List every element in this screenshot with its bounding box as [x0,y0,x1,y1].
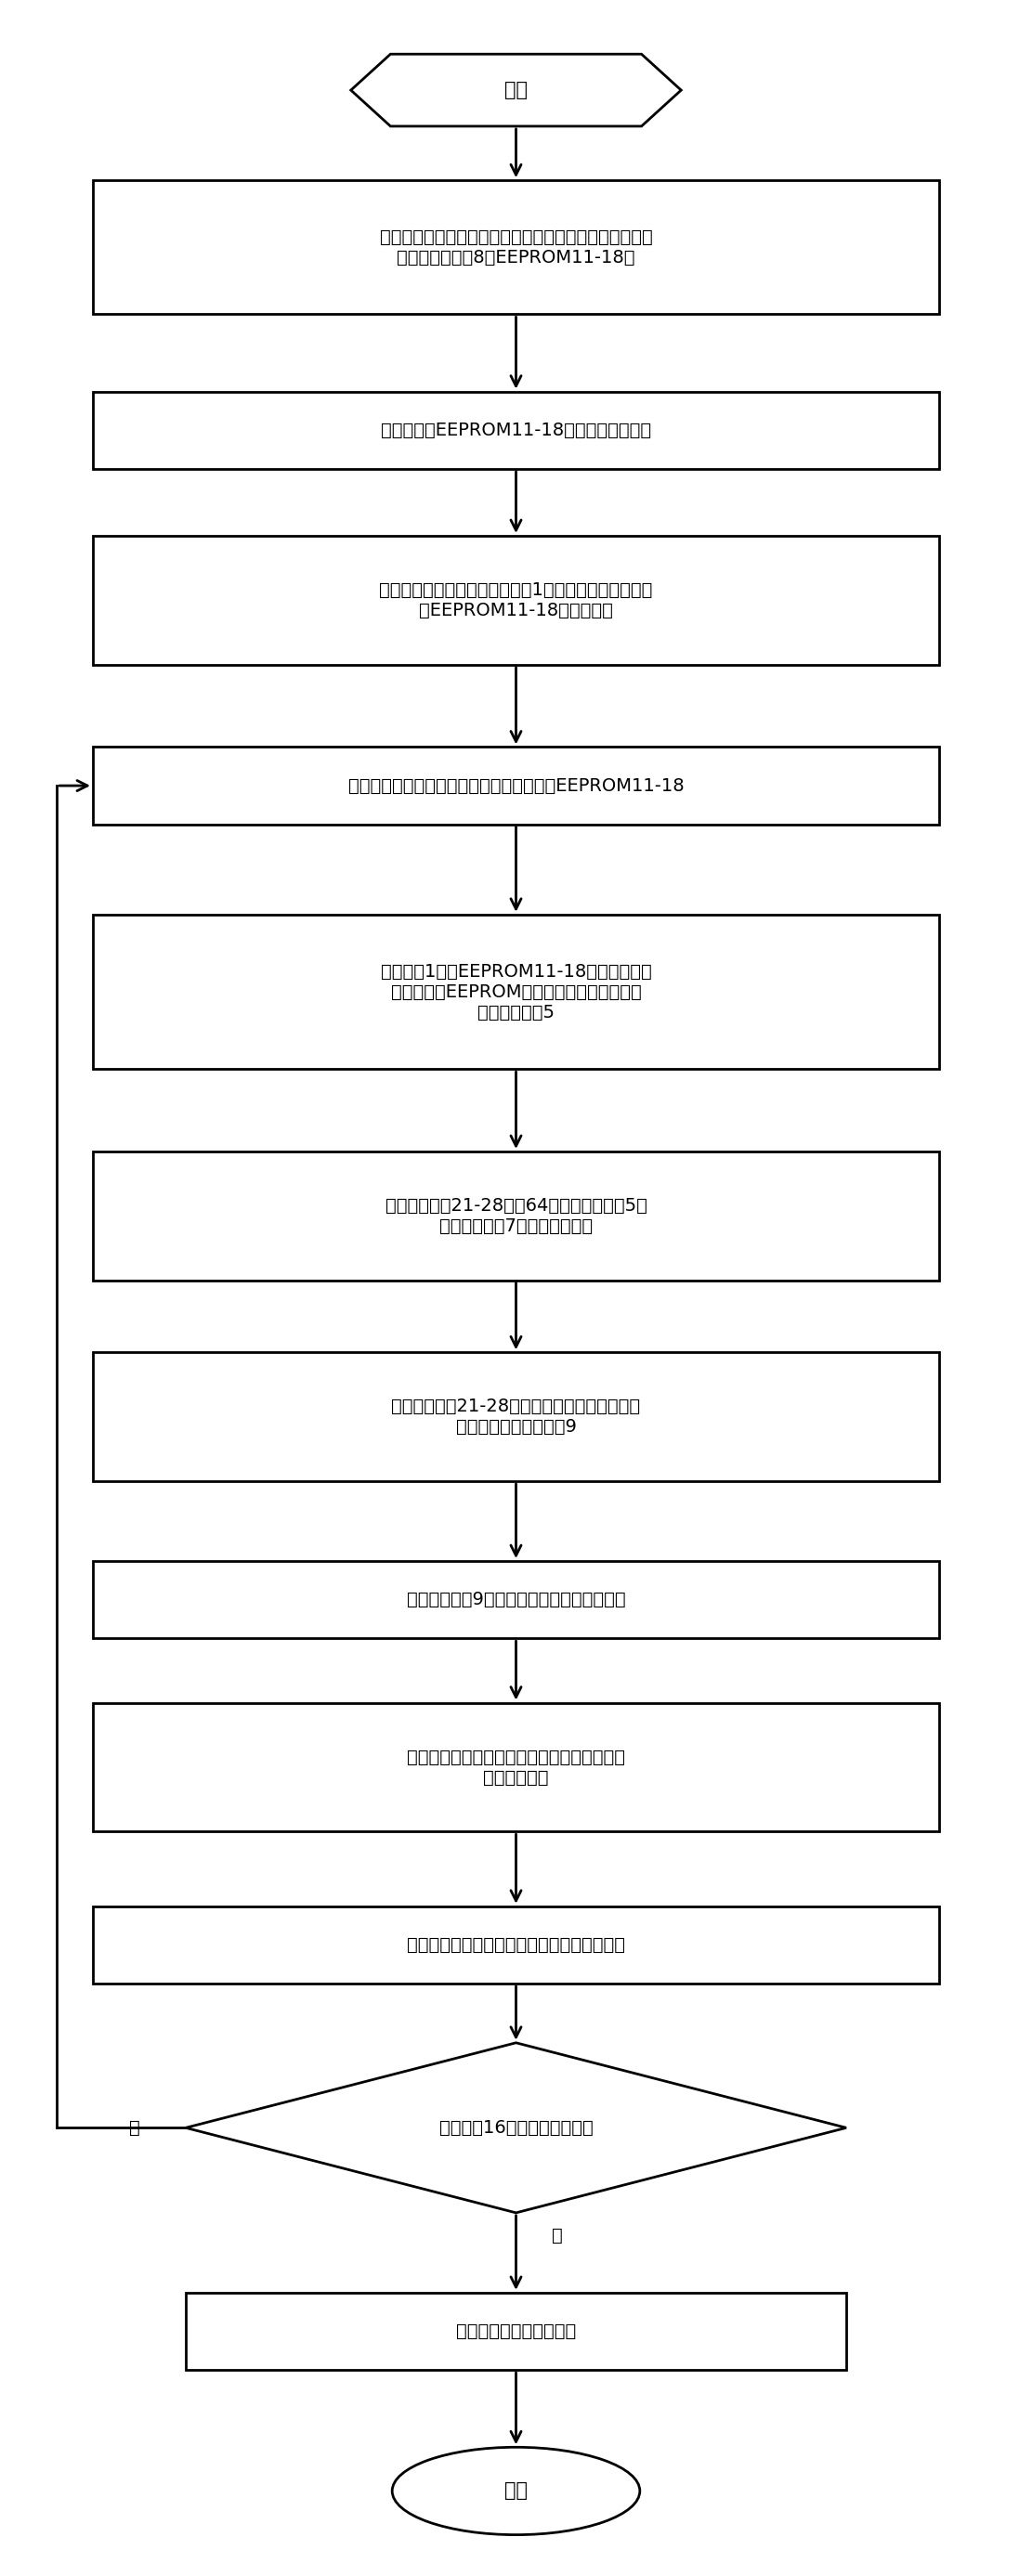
Text: 激励控制电路21-28对选通的激励信号进行驱动
后输出到激励线圈阵列9: 激励控制电路21-28对选通的激励信号进行驱动 后输出到激励线圈阵列9 [391,1399,641,1435]
Text: 由计算机1控制EEPROM11-18的输出控制信
号，使各片EEPROM同步输出对应激励方向的
激励控制信号5: 由计算机1控制EEPROM11-18的输出控制信 号，使各片EEPROM同步输出… [381,963,651,1020]
Text: 激励控制电路21-28根据64位激励控制信号5对
激励基准信号7进行选通控制；: 激励控制电路21-28根据64位激励控制信号5对 激励基准信号7进行选通控制； [385,1198,647,1234]
FancyBboxPatch shape [93,536,939,665]
FancyBboxPatch shape [93,180,939,314]
Text: 将当前激励方向控制信号的存储地址输出到EEPROM11-18: 将当前激励方向控制信号的存储地址输出到EEPROM11-18 [348,778,684,793]
FancyBboxPatch shape [93,1703,939,1832]
FancyBboxPatch shape [93,1352,939,1481]
Text: 激励控制信号的存储地址指向下一个激励方向: 激励控制信号的存储地址指向下一个激励方向 [407,1937,625,1953]
Text: 否: 否 [129,2120,139,2136]
FancyBboxPatch shape [186,2293,846,2370]
Text: 结束: 结束 [505,2481,527,2501]
Text: 激励线圈阵列9产生出对应激励方向的激励场: 激励线圈阵列9产生出对应激励方向的激励场 [407,1592,625,1607]
Polygon shape [351,54,681,126]
Text: 是否完成16个方向的旋转激励: 是否完成16个方向的旋转激励 [439,2120,593,2136]
FancyBboxPatch shape [93,392,939,469]
FancyBboxPatch shape [93,1906,939,1984]
FancyBboxPatch shape [93,747,939,824]
FancyBboxPatch shape [93,1561,939,1638]
Polygon shape [186,2043,846,2213]
Text: 开始: 开始 [505,80,527,100]
Text: 用通用编程器将电磁层析成像系统的多组激励矩阵信息的
二进制编码写入8片EEPROM11-18中: 用通用编程器将电磁层析成像系统的多组激励矩阵信息的 二进制编码写入8片EEPRO… [380,229,652,265]
FancyBboxPatch shape [93,1151,939,1280]
Text: 选择存储在EEPROM11-18中的一种激励模式: 选择存储在EEPROM11-18中的一种激励模式 [381,422,651,438]
Text: 一个周期的旋转激励完成: 一个周期的旋转激励完成 [456,2324,576,2339]
Text: 根据所选择的激励模式，设置第1个激励方向的激励数据
在EEPROM11-18中的首地址: 根据所选择的激励模式，设置第1个激励方向的激励数据 在EEPROM11-18中的… [380,582,652,618]
Text: 激励系统形成激励场后进行边界磁场信号的检
测及图像重建: 激励系统形成激励场后进行边界磁场信号的检 测及图像重建 [407,1749,625,1785]
Ellipse shape [392,2447,640,2535]
FancyBboxPatch shape [93,914,939,1069]
Text: 是: 是 [552,2228,562,2244]
